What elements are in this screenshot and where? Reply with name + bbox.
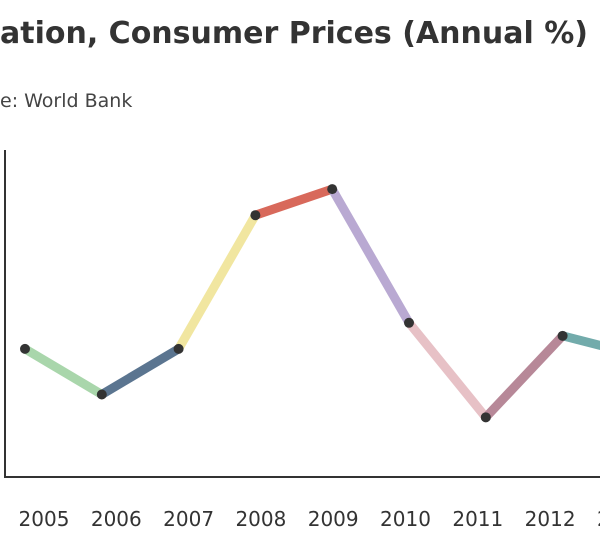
x-tick-label: 2008: [235, 507, 286, 531]
data-point: [173, 343, 184, 354]
line-segment: [99, 344, 181, 399]
line-segment: [174, 212, 260, 352]
chart-subtitle: e: World Bank: [0, 90, 132, 112]
x-tick-label: 2013: [597, 507, 600, 531]
x-tick-label: 2011: [452, 507, 503, 531]
x-tick-label: 2006: [91, 507, 142, 531]
line-segment: [405, 319, 490, 421]
line-segment: [22, 344, 105, 399]
data-point: [327, 184, 338, 195]
line-segment: [561, 331, 600, 350]
line-segment: [328, 186, 413, 326]
data-point: [557, 330, 568, 341]
x-tick-label: 2010: [380, 507, 431, 531]
x-tick-label: 2009: [308, 507, 359, 531]
line-segment: [482, 332, 566, 421]
data-point: [250, 210, 261, 221]
data-point: [96, 389, 107, 400]
x-tick-label: 2007: [163, 507, 214, 531]
data-point: [480, 412, 491, 423]
data-point: [20, 343, 30, 354]
x-tick-label: 2005: [19, 507, 70, 531]
data-point: [404, 317, 414, 328]
x-tick-label: 2012: [525, 507, 576, 531]
line-segment: [253, 184, 334, 220]
chart-title: ation, Consumer Prices (Annual %): [0, 16, 588, 51]
